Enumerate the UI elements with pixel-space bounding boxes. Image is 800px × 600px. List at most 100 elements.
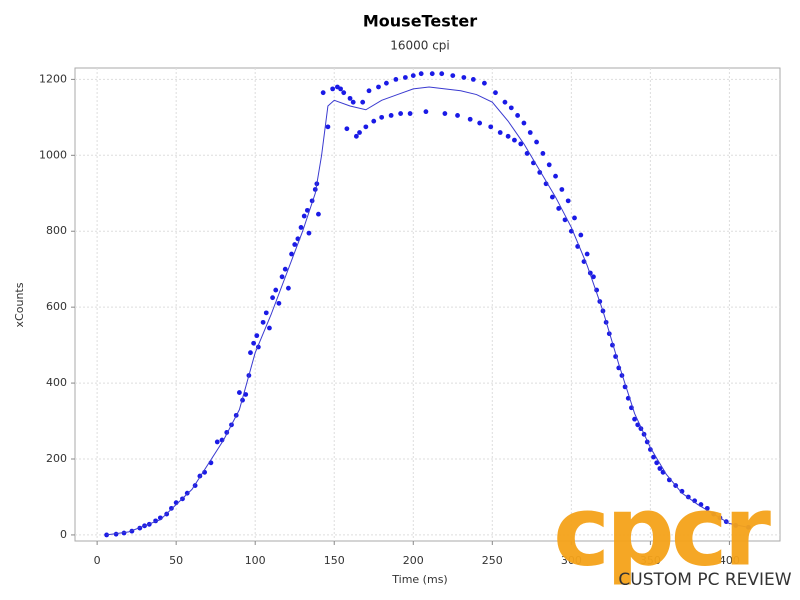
chart-title: MouseTester — [363, 12, 477, 31]
point — [654, 460, 660, 466]
y-tick-label: 1200 — [39, 72, 67, 85]
point — [470, 76, 476, 82]
point — [584, 251, 590, 257]
point — [556, 206, 562, 211]
y-tick-label: 600 — [46, 300, 67, 313]
x-axis-label: Time (ms) — [391, 573, 447, 586]
point — [357, 130, 362, 135]
watermark-tagline: CUSTOM PC REVIEW — [618, 570, 791, 590]
y-tick-label: 800 — [46, 224, 67, 237]
point — [455, 113, 460, 118]
y-tick-label: 400 — [46, 376, 67, 389]
point — [214, 439, 220, 445]
point — [251, 340, 257, 346]
point — [461, 75, 467, 80]
point — [263, 310, 269, 316]
point — [279, 274, 285, 280]
x-tick-label: 300 — [561, 554, 582, 567]
point — [515, 113, 521, 118]
point — [591, 274, 596, 280]
point — [497, 130, 503, 135]
point — [505, 133, 511, 139]
point — [344, 126, 350, 132]
x-tick-label: 50 — [169, 554, 183, 567]
point — [508, 105, 514, 111]
point — [482, 80, 487, 86]
x-tick-label: 350 — [640, 554, 661, 567]
y-tick-label: 1000 — [39, 148, 67, 161]
point — [320, 90, 326, 96]
point — [450, 73, 456, 78]
point — [423, 109, 429, 115]
point — [376, 84, 381, 90]
point — [236, 390, 242, 395]
point — [477, 120, 483, 126]
point — [502, 99, 508, 105]
point — [363, 124, 369, 130]
point — [347, 95, 353, 101]
y-tick-label: 0 — [60, 528, 67, 541]
point — [379, 114, 385, 120]
point — [534, 139, 539, 145]
point — [512, 137, 517, 143]
point — [565, 198, 571, 204]
watermark-logo: cpcr — [553, 475, 772, 587]
point — [338, 86, 343, 92]
point — [316, 211, 321, 217]
point — [341, 90, 347, 96]
point — [282, 266, 288, 272]
y-axis-label: xCounts — [13, 282, 26, 327]
point — [270, 295, 275, 301]
point — [418, 71, 424, 77]
x-tick-label: 250 — [482, 554, 503, 567]
point — [243, 392, 249, 397]
point — [169, 505, 174, 511]
point — [578, 232, 584, 238]
point — [632, 416, 637, 422]
y-tick-label: 200 — [46, 452, 67, 465]
point — [429, 71, 435, 77]
point — [184, 490, 190, 496]
point — [572, 215, 577, 221]
point — [325, 124, 331, 130]
x-tick-label: 200 — [403, 554, 424, 567]
point — [301, 213, 307, 219]
point — [647, 447, 653, 452]
point — [273, 287, 279, 293]
point — [488, 124, 494, 130]
point — [306, 230, 312, 236]
point — [330, 86, 336, 92]
point — [289, 251, 294, 257]
point — [493, 90, 498, 96]
point — [384, 80, 389, 86]
point — [537, 169, 543, 175]
point — [371, 118, 377, 124]
point — [350, 99, 356, 105]
point — [410, 73, 416, 78]
point — [276, 300, 282, 306]
point — [553, 173, 558, 179]
point — [267, 325, 272, 331]
point — [248, 350, 253, 356]
point — [467, 116, 473, 122]
point — [527, 130, 533, 135]
point — [260, 319, 266, 325]
point — [393, 76, 399, 82]
x-tick-label: 400 — [719, 554, 740, 567]
point — [285, 285, 291, 291]
point — [439, 71, 445, 77]
point — [540, 151, 546, 156]
point — [292, 242, 298, 247]
x-tick-label: 150 — [324, 554, 345, 567]
point — [366, 88, 372, 94]
point — [442, 111, 448, 116]
point — [304, 207, 310, 213]
point — [657, 466, 663, 471]
point — [407, 111, 413, 116]
x-tick-label: 100 — [245, 554, 266, 567]
line — [106, 86, 749, 536]
point — [546, 162, 552, 168]
point — [398, 111, 404, 116]
point — [402, 75, 408, 80]
